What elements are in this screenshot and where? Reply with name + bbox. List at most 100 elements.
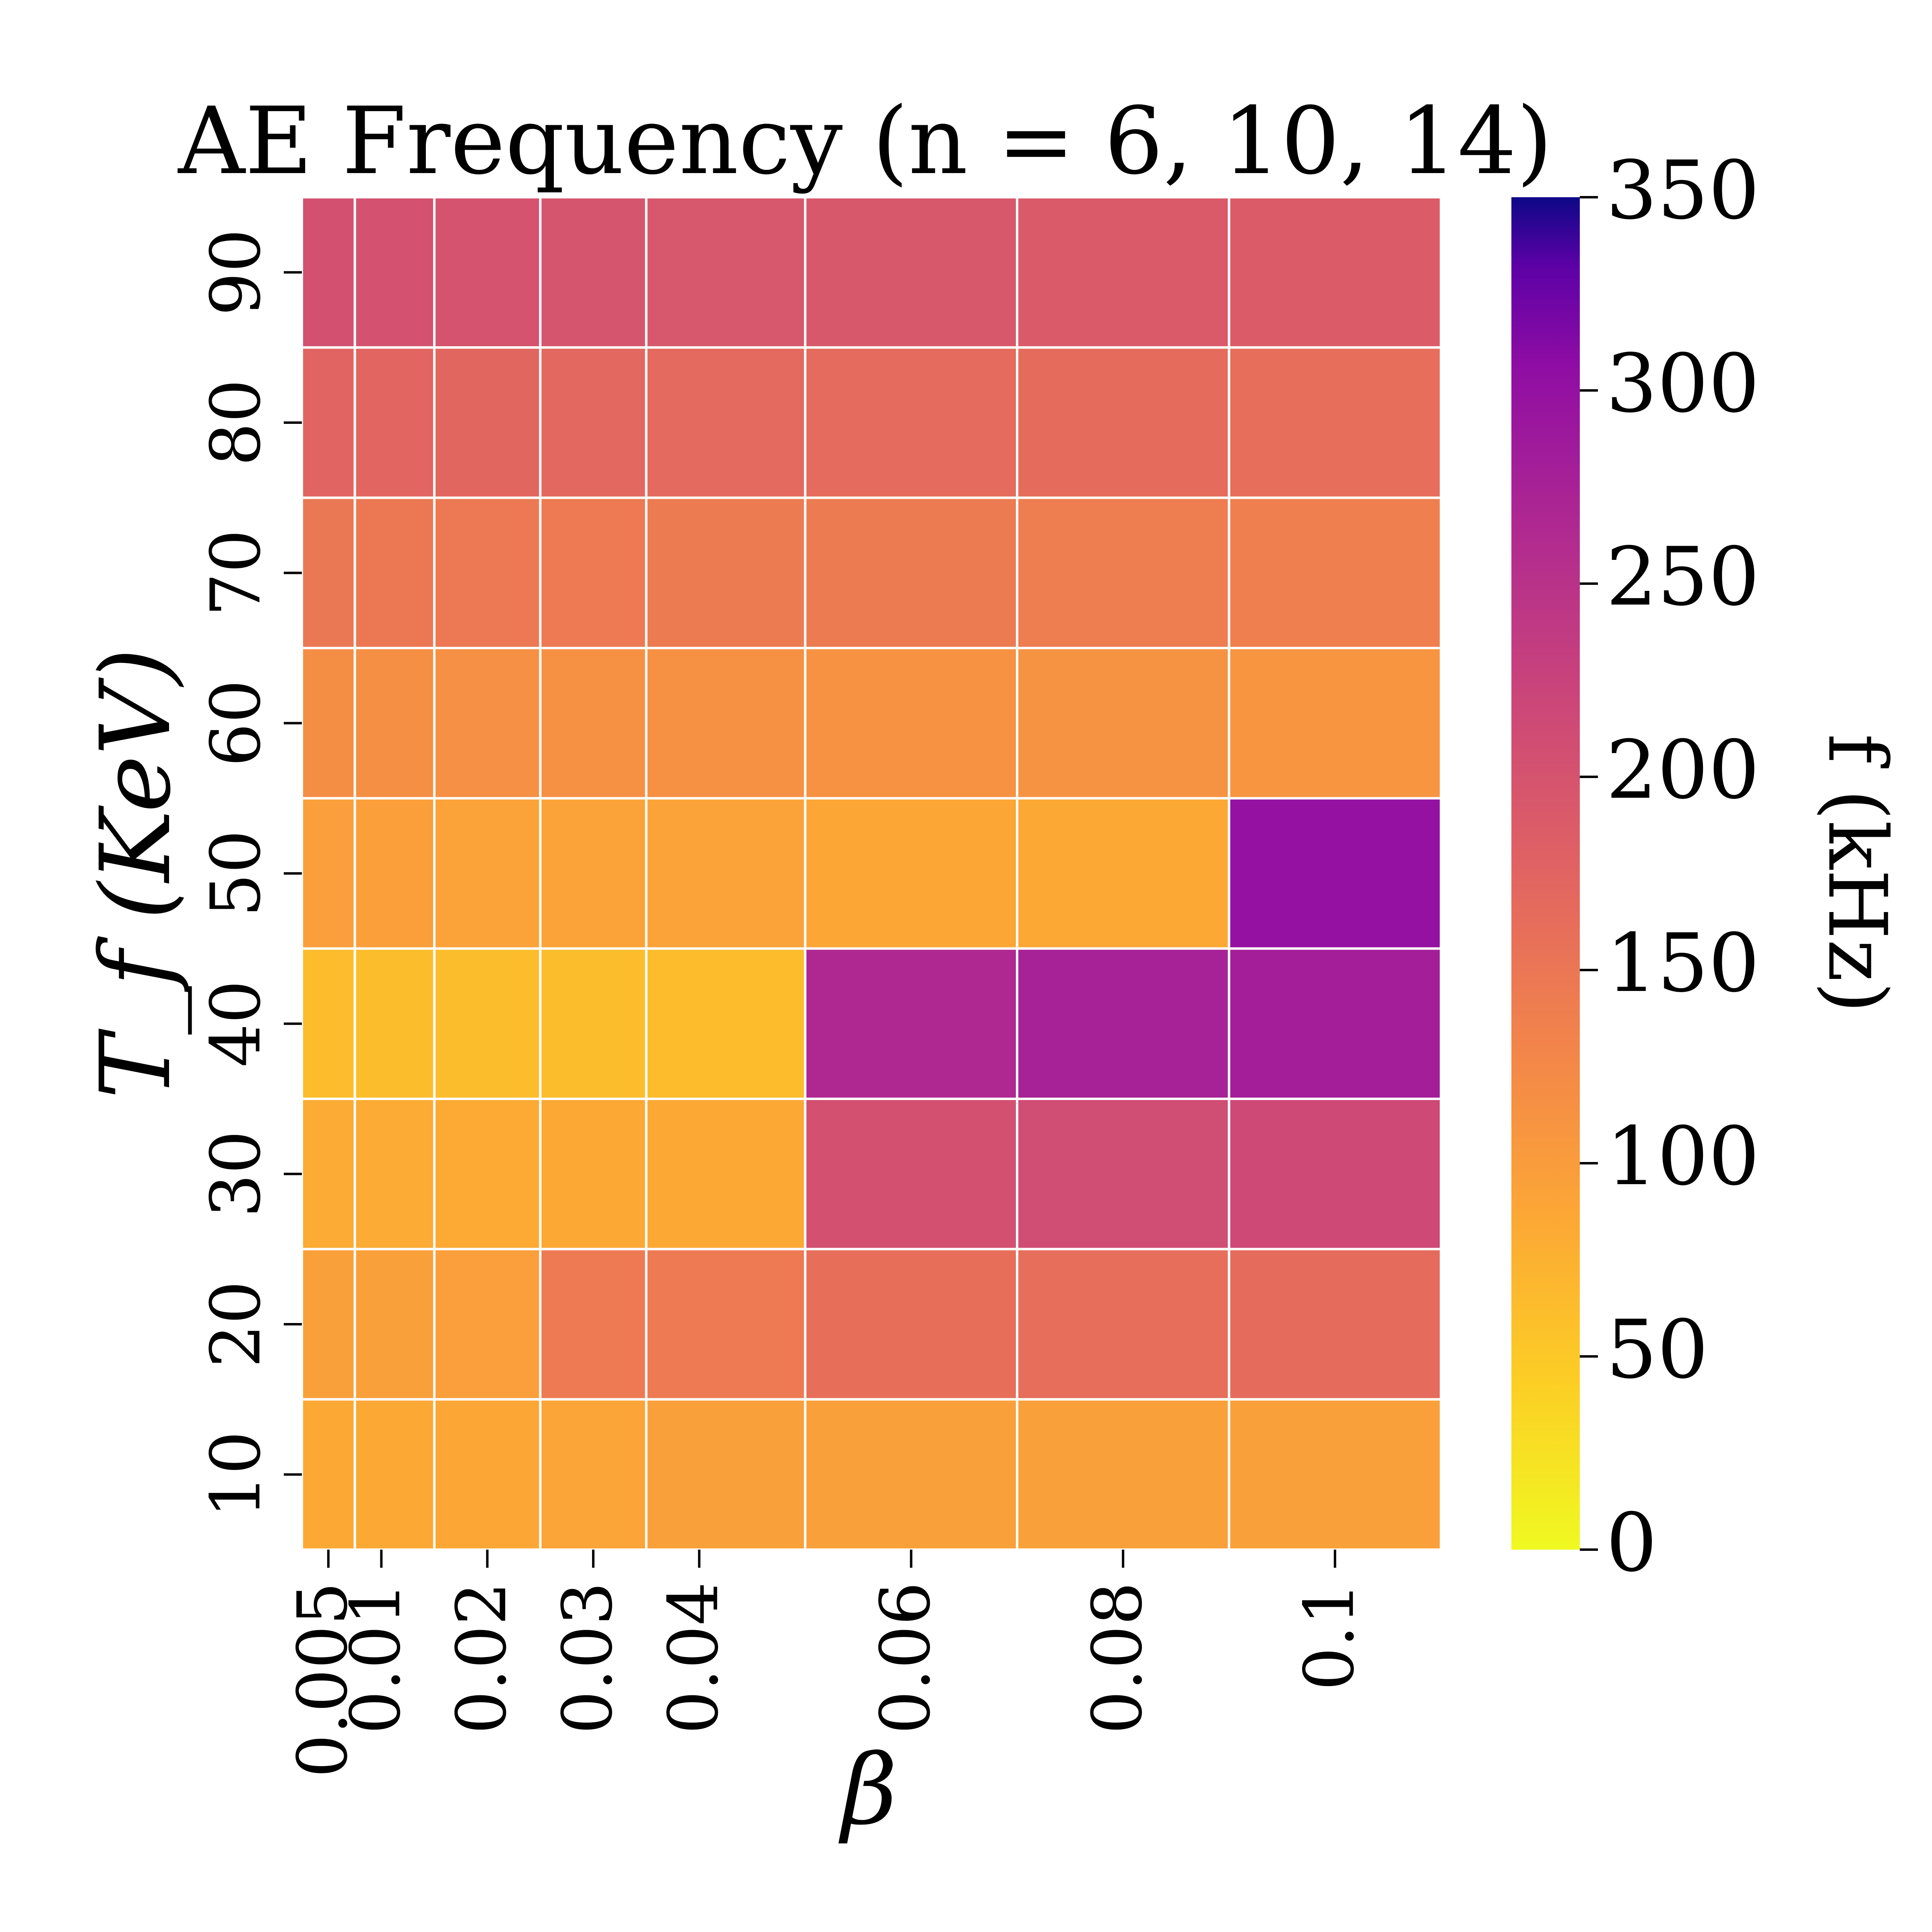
heatmap-cell [645,797,807,950]
heatmap-cell [301,797,356,950]
heatmap-cell [1016,797,1230,950]
heatmap-cell [1016,196,1230,349]
heatmap-cell [539,196,648,349]
colorbar-tick-label: 100 [1606,1110,1760,1203]
heatmap-cell [1228,1098,1442,1251]
heatmap-cell [353,196,436,349]
colorbar-tick-label: 50 [1606,1303,1709,1397]
x-tick-label: 0.03 [548,1582,627,1734]
x-tick-label: 0.02 [442,1582,522,1734]
colorbar-tick-label: 250 [1606,530,1760,624]
heatmap-cell [301,947,356,1100]
heatmap-cell [1228,1248,1442,1401]
colorbar-tick-label: 200 [1606,723,1760,817]
y-tick-label: 90 [196,229,276,316]
x-tick-label: 0.06 [866,1582,945,1734]
y-tick-label: 60 [196,680,276,767]
heatmap-cell [1016,1398,1230,1551]
heatmap-cell [433,196,542,349]
x-tick-label: 0.01 [336,1582,416,1734]
heatmap-cell [433,496,542,649]
heatmap-cell [353,947,436,1100]
heatmap-cell [353,797,436,950]
x-tick-label: 0.04 [654,1582,734,1734]
heatmap-cell [1228,196,1442,349]
chart-title: AE Frequency (n = 6, 10, 14) [178,88,1553,195]
colorbar-tick-label: 0 [1606,1496,1657,1590]
heatmap-cell [353,1098,436,1251]
heatmap-cell [1016,496,1230,649]
y-tick-label: 20 [196,1281,276,1368]
colorbar [1511,197,1580,1550]
colorbar-tick-label: 300 [1606,337,1760,431]
heatmap-cell [353,346,436,499]
heatmap-cell [804,1248,1018,1401]
heatmap-cell [645,647,807,800]
heatmap-cell [433,1398,542,1551]
heatmap-cell [804,496,1018,649]
heatmap-cell [645,196,807,349]
heatmap-cell [539,797,648,950]
heatmap-cell [1228,346,1442,499]
y-tick-label: 40 [196,980,276,1067]
heatmap-cell [1016,1098,1230,1251]
heatmap-cell [301,196,356,349]
heatmap-cell [301,1098,356,1251]
heatmap-cell [433,1098,542,1251]
colorbar-axis: 0 50 100 150 200 250 300 350 [1580,144,1760,1590]
heatmap-cell [433,797,542,950]
y-axis: 90 80 70 60 50 40 30 20 10 [196,229,302,1518]
heatmap-cell [1228,647,1442,800]
heatmap-cell [645,1398,807,1551]
heatmap-cell [804,947,1018,1100]
heatmap-cell [645,947,807,1100]
heatmap-cell [1228,947,1442,1100]
heatmap-cell [804,797,1018,950]
x-tick-label: 0.08 [1078,1582,1158,1734]
heatmap-cell [539,1248,648,1401]
heatmap-cell [645,1248,807,1401]
colorbar-tick-label: 150 [1606,916,1760,1010]
heatmap-cell [1016,647,1230,800]
y-tick-label: 10 [196,1431,276,1518]
heatmap-cell [353,1398,436,1551]
y-tick-label: 80 [196,379,276,466]
heatmap-cell [1016,346,1230,499]
heatmap-cell [1228,797,1442,950]
heatmap-cell [301,496,356,649]
heatmap-cell [539,1098,648,1251]
heatmap-cell [539,346,648,499]
heatmap-cell [433,947,542,1100]
heatmap-cell [353,1248,436,1401]
colorbar-tick-label: 350 [1606,144,1760,237]
heatmap-cell [804,1098,1018,1251]
heatmap-cell [433,1248,542,1401]
heatmap-cell [301,346,356,499]
heatmap-cell [645,496,807,649]
heatmap-cell [1228,496,1442,649]
heatmap-cell [539,1398,648,1551]
y-tick-label: 30 [196,1131,276,1218]
heatmap-cell [1016,1248,1230,1401]
heatmap-cell [645,346,807,499]
heatmap-cell [301,1248,356,1401]
y-tick-label: 70 [196,529,276,616]
colorbar-label: f (kHz) [1810,734,1904,1013]
heatmap-cell [301,1398,356,1551]
y-tick-label: 50 [196,830,276,917]
heatmap-cell [804,196,1018,349]
heatmap-cell [433,647,542,800]
heatmap-cell [645,1098,807,1251]
heatmap-cell [804,346,1018,499]
heatmap-cells [301,196,1442,1551]
heatmap-cell [539,496,648,649]
x-axis-label: β [838,1734,898,1846]
heatmap-cell [1016,947,1230,1100]
x-tick-label: 0.1 [1290,1582,1369,1690]
heatmap-cell [539,947,648,1100]
heatmap-cell [804,647,1018,800]
heatmap-cell [1228,1398,1442,1551]
heatmap-cell [353,647,436,800]
